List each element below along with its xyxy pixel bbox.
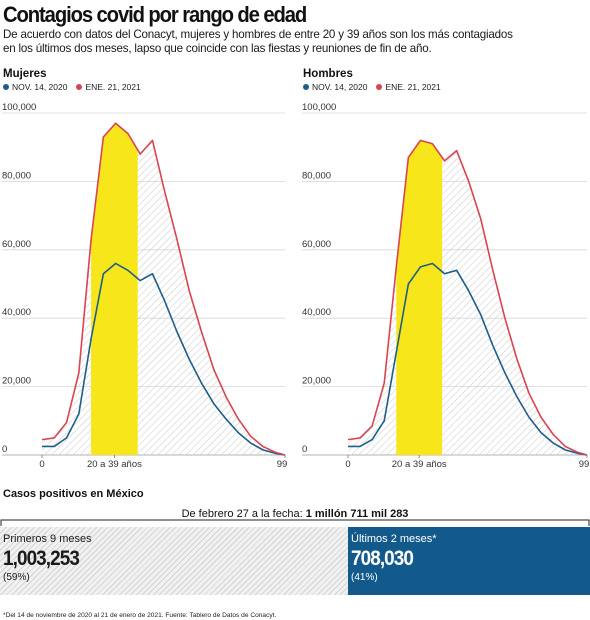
primeros-label: Primeros 9 meses bbox=[3, 533, 92, 545]
x-tick-label: 20 a 39 años bbox=[392, 459, 447, 470]
legend-item-nov: NOV. 14, 2020 bbox=[303, 82, 367, 92]
legend-item-ene: ENE. 21, 2021 bbox=[376, 82, 441, 92]
hatched-area bbox=[42, 123, 285, 455]
casos-title: Casos positivos en México bbox=[3, 488, 144, 500]
hatched-area bbox=[348, 140, 587, 456]
x-tick-label: 99 bbox=[579, 459, 590, 470]
series-line-nov bbox=[348, 262, 588, 456]
legend-label-nov: NOV. 14, 2020 bbox=[312, 82, 368, 92]
panel-title-hombres: Hombres bbox=[303, 68, 353, 80]
y-tick-label: 0 bbox=[302, 444, 307, 455]
legend-mujeres: NOV. 14, 2020 ENE. 21, 2021 bbox=[3, 82, 150, 92]
page-title: Contagios covid por rango de edad bbox=[3, 2, 307, 27]
legend-item-ene: ENE. 21, 2021 bbox=[76, 82, 141, 92]
highlight-band bbox=[396, 140, 443, 456]
legend-swatch-ene bbox=[376, 84, 383, 90]
subtitle-line-1: De acuerdo con datos del Conacyt, mujere… bbox=[3, 28, 513, 41]
bracket-line bbox=[0, 519, 590, 526]
legend-swatch-nov bbox=[303, 84, 309, 90]
primeros-pct: (59%) bbox=[3, 572, 30, 583]
y-tick-label: 80,000 bbox=[302, 170, 331, 181]
x-tick-label: 20 a 39 años bbox=[87, 459, 142, 470]
y-tick-label: 60,000 bbox=[302, 239, 331, 250]
x-tick-label: 99 bbox=[277, 459, 288, 470]
subtitle-line-2: en los últimos dos meses, lapso que coin… bbox=[3, 42, 432, 55]
y-tick-label: 40,000 bbox=[302, 307, 331, 318]
x-tick-label: 0 bbox=[39, 459, 44, 470]
footnote: *Del 14 de noviembre de 2020 al 21 de en… bbox=[3, 612, 277, 619]
box-primeros: Primeros 9 meses 1,003,253 (59%) bbox=[0, 527, 348, 595]
y-tick-label: 20,000 bbox=[2, 376, 31, 387]
ultimos-value: 708,030 bbox=[351, 547, 414, 570]
series-line-ene bbox=[347, 139, 588, 456]
ultimos-pct: (41%) bbox=[351, 572, 378, 583]
chart-hombres: 0 20,000 40,000 60,000 80,000 100,000 0 20 a 39… bbox=[302, 102, 590, 470]
y-tick-label: 40,000 bbox=[2, 307, 31, 318]
total-prefix: De febrero 27 a la fecha: bbox=[181, 508, 303, 520]
legend-item-nov: NOV. 14, 2020 bbox=[3, 82, 67, 92]
chart-mujeres: 0 20,000 40,000 60,000 80,000 100,000 0 20 a 39… bbox=[2, 102, 288, 470]
legend-label-nov: NOV. 14, 2020 bbox=[12, 82, 68, 92]
ultimos-label: Últimos 2 meses* bbox=[351, 533, 437, 545]
y-tick-label: 80,000 bbox=[2, 170, 31, 181]
primeros-value: 1,003,253 bbox=[3, 547, 80, 570]
y-tick-label: 100,000 bbox=[2, 102, 36, 113]
series-line-ene bbox=[41, 122, 286, 456]
y-tick-label: 100,000 bbox=[302, 102, 336, 113]
legend-label-ene: ENE. 21, 2021 bbox=[385, 82, 441, 92]
box-ultimos: Últimos 2 meses* 708,030 (41%) bbox=[348, 527, 590, 595]
legend-swatch-nov bbox=[3, 84, 9, 90]
total-value: 1 millón 711 mil 283 bbox=[305, 508, 409, 520]
legend-swatch-ene bbox=[76, 84, 83, 90]
subtitle: De acuerdo con datos del Conacyt, mujere… bbox=[3, 28, 583, 56]
legend-label-ene: ENE. 21, 2021 bbox=[85, 82, 141, 92]
series-line-nov bbox=[42, 262, 286, 456]
y-tick-label: 60,000 bbox=[2, 239, 31, 250]
highlight-band bbox=[91, 123, 138, 455]
y-tick-label: 0 bbox=[2, 444, 7, 455]
panel-title-mujeres: Mujeres bbox=[3, 68, 47, 80]
total-bracket bbox=[0, 519, 590, 526]
legend-hombres: NOV. 14, 2020 ENE. 21, 2021 bbox=[303, 82, 450, 92]
total-line: De febrero 27 a la fecha: 1 millón 711 m… bbox=[0, 508, 590, 520]
y-tick-label: 20,000 bbox=[302, 376, 331, 387]
x-tick-label: 0 bbox=[345, 459, 350, 470]
